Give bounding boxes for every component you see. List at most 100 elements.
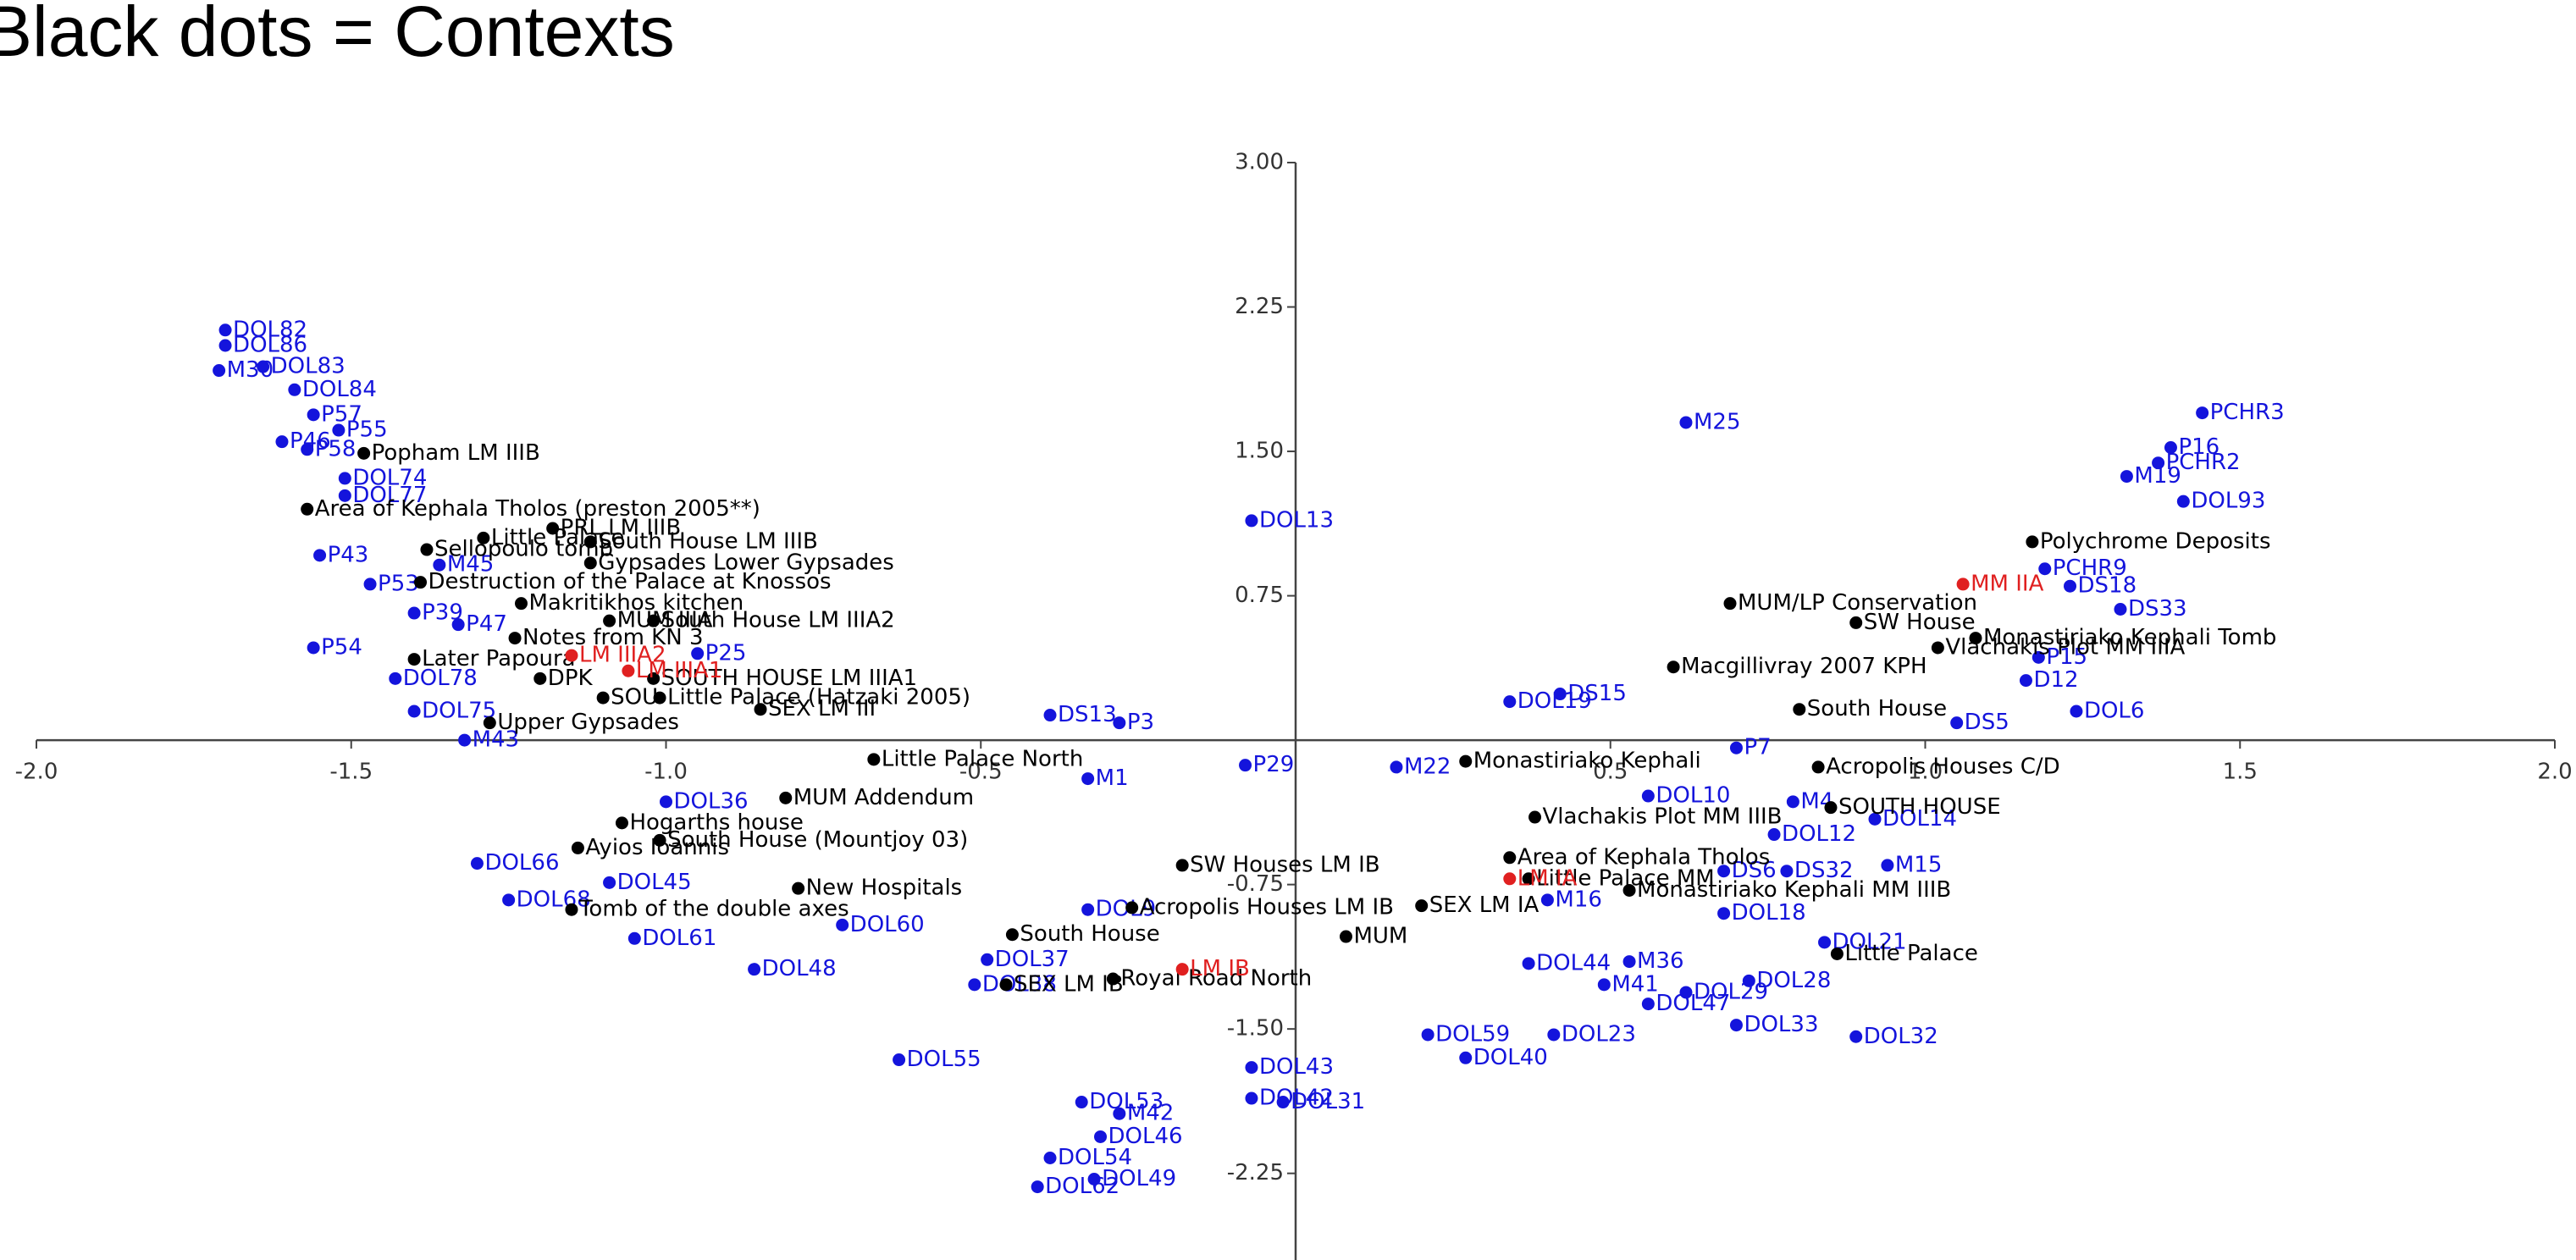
point (2019, 674, 2032, 688)
point (420, 543, 434, 556)
point-label: M22 (1404, 754, 1451, 779)
x-tick-label: 1.0 (1908, 760, 1943, 785)
point (1742, 974, 1755, 987)
point (1503, 695, 1517, 709)
point-label: DOL42 (1259, 1086, 1334, 1111)
point (615, 816, 628, 830)
point-label: DOL83 (271, 354, 345, 379)
point (653, 691, 666, 705)
point-label: Vlachakis Plot MM IIIA (1945, 634, 2185, 660)
point-label: DOL10 (1656, 783, 1730, 809)
point (301, 443, 314, 456)
point (546, 522, 560, 535)
point-label: P53 (378, 571, 419, 596)
point-label: MM IIA (1971, 571, 2043, 596)
point (1641, 998, 1655, 1011)
point-label: Vlachakis Plot MM IIIB (1543, 804, 1783, 830)
point (1125, 901, 1139, 915)
point (653, 833, 666, 847)
point-label: DOL60 (850, 912, 925, 937)
point (2064, 579, 2077, 593)
point (1005, 928, 1019, 942)
point (1245, 514, 1258, 528)
point (275, 435, 289, 449)
point (313, 549, 327, 562)
point-label: DOL37 (995, 947, 1070, 972)
point-label: DOL6 (2084, 699, 2145, 724)
point (1811, 760, 1825, 774)
point-label: DOL23 (1562, 1021, 1636, 1047)
point-label: Tomb of the double axes (578, 897, 849, 922)
point-label: Notes from KN 3 (522, 625, 703, 650)
point (1245, 1061, 1258, 1075)
point (1956, 578, 1970, 591)
point (218, 323, 232, 337)
point-label: SW Houses LM IB (1190, 852, 1379, 877)
x-tick-label: -1.5 (329, 760, 373, 785)
point-label: DOL82 (233, 317, 307, 342)
point (307, 408, 320, 422)
point-label: DOL54 (1058, 1145, 1132, 1170)
point-label: Little Palace (491, 525, 624, 550)
y-tick-label: -0.75 (1227, 871, 1284, 897)
point-label: DOL53 (1089, 1089, 1164, 1114)
point-label: DOL55 (907, 1047, 981, 1072)
point (583, 556, 597, 570)
point (2196, 406, 2209, 420)
point-label: DOL32 (1864, 1024, 1938, 1049)
point-label: MUM (1353, 924, 1407, 949)
point (1276, 1096, 1290, 1109)
point (627, 931, 641, 945)
point (2070, 705, 2083, 718)
point-label: DOL33 (1744, 1012, 1818, 1037)
point (1415, 899, 1429, 913)
point (1087, 1173, 1101, 1186)
point-label: M36 (1637, 948, 1684, 974)
point-label: P58 (315, 436, 357, 461)
point-label: DS15 (1567, 681, 1627, 706)
point-label: LM IIIA1 (636, 658, 723, 683)
point-label: M25 (1694, 409, 1741, 434)
point (332, 423, 345, 437)
point (1553, 688, 1567, 701)
point-label: DOL36 (674, 788, 749, 814)
point (660, 795, 672, 809)
y-tick-label: -2.25 (1227, 1160, 1284, 1185)
point (647, 614, 661, 627)
point (1245, 1091, 1258, 1105)
point (2152, 456, 2165, 470)
point-label: DOL59 (1435, 1021, 1510, 1047)
point (1043, 1151, 1057, 1164)
point (2026, 535, 2039, 549)
x-tick-label: 0.5 (1593, 760, 1628, 785)
point (1522, 872, 1535, 886)
point (622, 664, 635, 677)
point (1421, 1028, 1434, 1042)
point-label: Later Papoura (422, 646, 576, 671)
point (565, 903, 578, 916)
point (301, 502, 314, 516)
point (1113, 1107, 1126, 1120)
point (389, 671, 402, 685)
point (1075, 1096, 1088, 1109)
x-tick-label: 2.0 (2537, 760, 2572, 785)
point-label: DOL44 (1536, 950, 1611, 975)
point-label: DOL43 (1259, 1054, 1334, 1080)
point-label: DS13 (1058, 702, 1117, 727)
point (458, 733, 472, 747)
point-label: Destruction of the Palace at Knossos (428, 569, 832, 594)
point (1818, 936, 1832, 949)
point (1622, 883, 1636, 897)
point-label: P3 (1127, 710, 1154, 735)
point-label: DOL13 (1259, 507, 1334, 533)
point (603, 876, 616, 889)
point-label: DOL18 (1732, 900, 1806, 926)
point-label: SW House (1864, 610, 1976, 635)
point (218, 339, 232, 352)
point-label: Upper Gypsades (497, 710, 679, 735)
point-label: P55 (346, 417, 388, 443)
point-label: South House (1807, 696, 1947, 721)
x-tick-label: 1.5 (2223, 760, 2258, 785)
point (603, 614, 616, 627)
point (1390, 760, 1403, 774)
